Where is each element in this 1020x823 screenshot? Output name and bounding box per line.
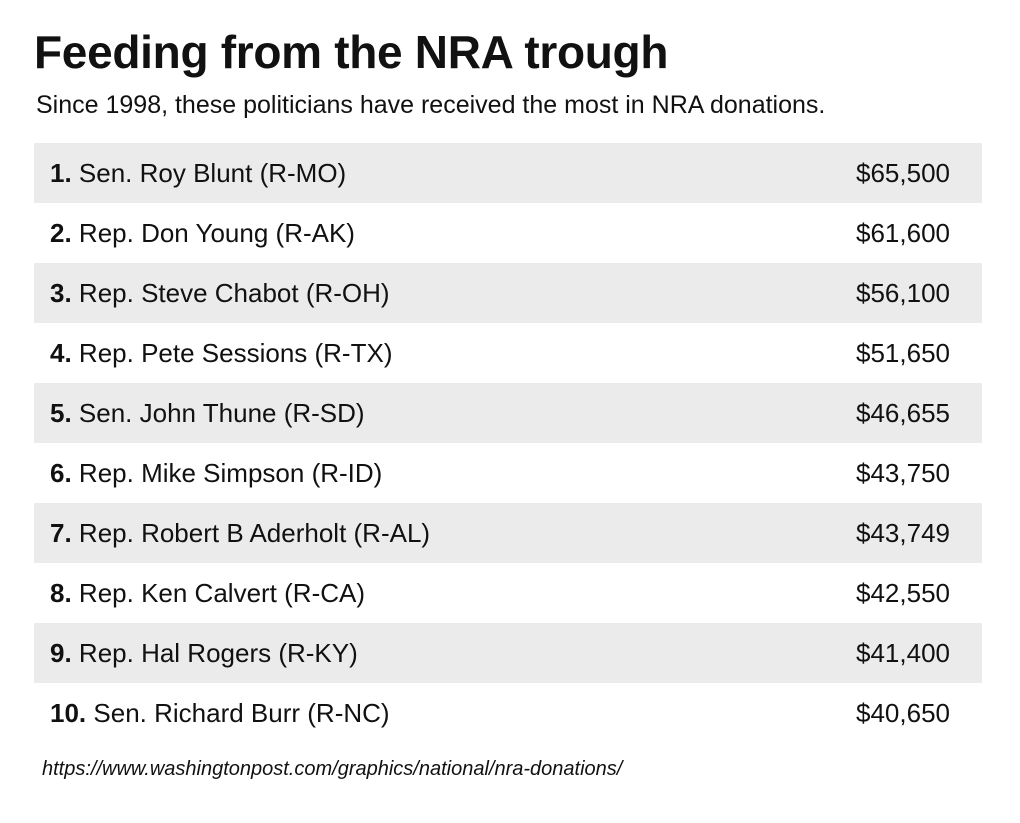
rank-number: 6. [50,458,72,488]
politician-cell: 5. Sen. John Thune (R-SD) [34,383,810,443]
chart-title: Feeding from the NRA trough [34,26,669,78]
table-row: 7. Rep. Robert B Aderholt (R-AL) $43,749 [34,503,982,563]
rank-number: 2. [50,218,72,248]
rank-number: 1. [50,158,72,188]
rank-number: 4. [50,338,72,368]
rank-number: 5. [50,398,72,428]
donation-amount: $56,100 [856,278,950,308]
rank-number: 7. [50,518,72,548]
donation-amount: $61,600 [856,218,950,248]
politician-cell: 2. Rep. Don Young (R-AK) [34,203,810,263]
table-row: 2. Rep. Don Young (R-AK) $61,600 [34,203,982,263]
politician-cell: 7. Rep. Robert B Aderholt (R-AL) [34,503,810,563]
donation-amount: $40,650 [856,698,950,728]
table-row: 3. Rep. Steve Chabot (R-OH) $56,100 [34,263,982,323]
source-url: https://www.washingtonpost.com/graphics/… [42,758,623,780]
table-row: 6. Rep. Mike Simpson (R-ID) $43,750 [34,443,982,503]
table-row: 9. Rep. Hal Rogers (R-KY) $41,400 [34,623,982,683]
table-row: 1. Sen. Roy Blunt (R-MO) $65,500 [34,143,982,203]
politician-cell: 8. Rep. Ken Calvert (R-CA) [34,563,810,623]
donation-amount: $42,550 [856,578,950,608]
politician-name: Rep. Robert B Aderholt (R-AL) [78,518,431,548]
politician-name: Sen. John Thune (R-SD) [78,398,365,428]
chart-subtitle: Since 1998, these politicians have recei… [36,91,826,119]
politician-name: Rep. Ken Calvert (R-CA) [78,578,365,608]
donation-amount: $43,749 [856,518,950,548]
politician-cell: 1. Sen. Roy Blunt (R-MO) [34,143,810,203]
donation-amount: $65,500 [856,158,950,188]
ranking-table: 1. Sen. Roy Blunt (R-MO) $65,500 2. Rep. D… [34,143,982,743]
table-row: 4. Rep. Pete Sessions (R-TX) $51,650 [34,323,982,383]
rank-number: 3. [50,278,72,308]
politician-name: Rep. Steve Chabot (R-OH) [78,278,390,308]
table-row: 5. Sen. John Thune (R-SD) $46,655 [34,383,982,443]
table-row: 8. Rep. Ken Calvert (R-CA) $42,550 [34,563,982,623]
politician-name: Rep. Pete Sessions (R-TX) [78,338,393,368]
donation-amount: $46,655 [856,398,950,428]
politician-name: Rep. Don Young (R-AK) [78,218,355,248]
politician-cell: 4. Rep. Pete Sessions (R-TX) [34,323,810,383]
politician-cell: 10. Sen. Richard Burr (R-NC) [34,683,810,743]
politician-cell: 6. Rep. Mike Simpson (R-ID) [34,443,810,503]
politician-name: Rep. Hal Rogers (R-KY) [78,638,358,668]
politician-name: Sen. Richard Burr (R-NC) [93,698,390,728]
table-row: 10. Sen. Richard Burr (R-NC) $40,650 [34,683,982,743]
rank-number: 10. [50,698,87,728]
politician-cell: 3. Rep. Steve Chabot (R-OH) [34,263,810,323]
donation-amount: $41,400 [856,638,950,668]
donation-amount: $51,650 [856,338,950,368]
politician-name: Rep. Mike Simpson (R-ID) [78,458,383,488]
rank-number: 8. [50,578,72,608]
politician-name: Sen. Roy Blunt (R-MO) [78,158,347,188]
politician-cell: 9. Rep. Hal Rogers (R-KY) [34,623,810,683]
donation-amount: $43,750 [856,458,950,488]
rank-number: 9. [50,638,72,668]
